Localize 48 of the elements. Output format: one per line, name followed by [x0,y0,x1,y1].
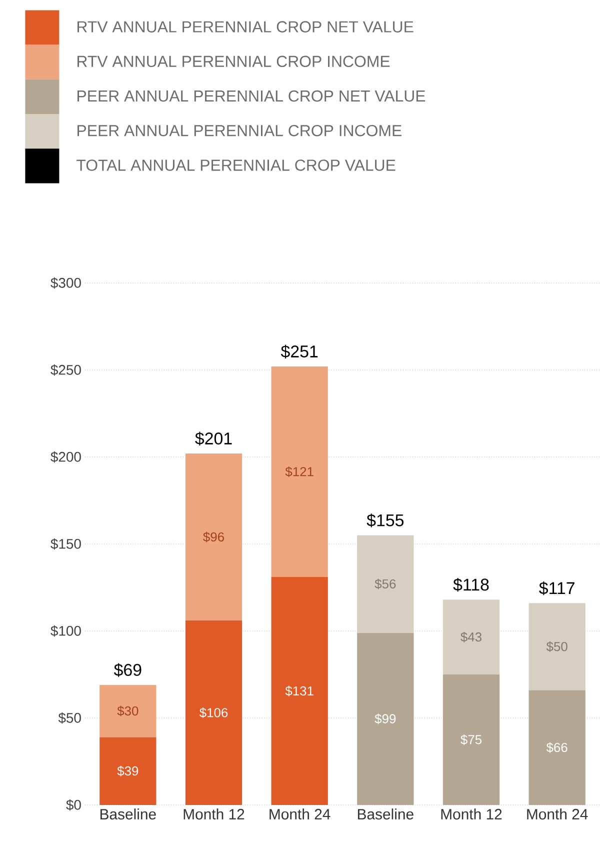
y-tick-label: $50 [58,712,81,724]
bar [528,690,586,805]
bar [442,600,500,674]
x-tick-label: Month 24 [527,808,588,820]
total-label: $155 [366,514,404,528]
total-label: $201 [195,432,232,446]
data-label: $75 [460,734,482,745]
legend-label: RTV ANNUAL PERENNIAL CROP INCOME [78,56,390,68]
bar [185,620,242,805]
bar [271,366,328,578]
total-label: $251 [280,344,318,358]
y-tick-label: $100 [50,625,81,637]
bar [357,632,414,805]
total-label: $69 [114,663,142,677]
data-label: $96 [203,532,224,542]
data-label: $56 [374,578,396,590]
y-tick-label: $300 [50,277,81,289]
legend-label: TOTAL ANNUAL PERENNIAL CROP VALUE [76,160,396,171]
total-label: $117 [539,581,574,596]
legend-label: PEER ANNUAL PERENNIAL CROP INCOME [78,124,402,136]
bar [100,684,156,738]
bar [100,737,156,805]
bar [271,577,328,805]
bar [442,674,500,805]
data-label: $106 [199,708,228,718]
data-label: $99 [374,714,396,724]
y-tick-label: $200 [50,451,81,463]
legend-label: PEER ANNUAL PERENNIAL CROP NET VALUE [78,90,426,102]
data-label: $43 [460,632,482,642]
x-tick-label: Month 24 [270,808,330,820]
bar [528,603,586,690]
bar [185,454,242,621]
data-label: $66 [546,742,568,753]
y-tick-label: $250 [50,364,81,376]
data-label: $30 [117,706,138,716]
x-tick-label: Month 12 [184,808,244,820]
data-label: $131 [285,686,314,696]
data-label: $50 [546,641,568,652]
x-tick-label: Baseline [358,808,414,820]
x-tick-label: Month 12 [441,808,502,820]
legend-label: RTV ANNUAL PERENNIAL CROP NET VALUE [78,21,414,32]
y-tick-label: $150 [50,538,81,550]
data-label: $39 [117,766,138,776]
x-tick-label: Baseline [100,808,156,820]
data-label: $121 [285,466,314,478]
y-tick-label: $0 [66,799,81,811]
total-label: $118 [453,578,489,592]
bar [357,535,414,633]
